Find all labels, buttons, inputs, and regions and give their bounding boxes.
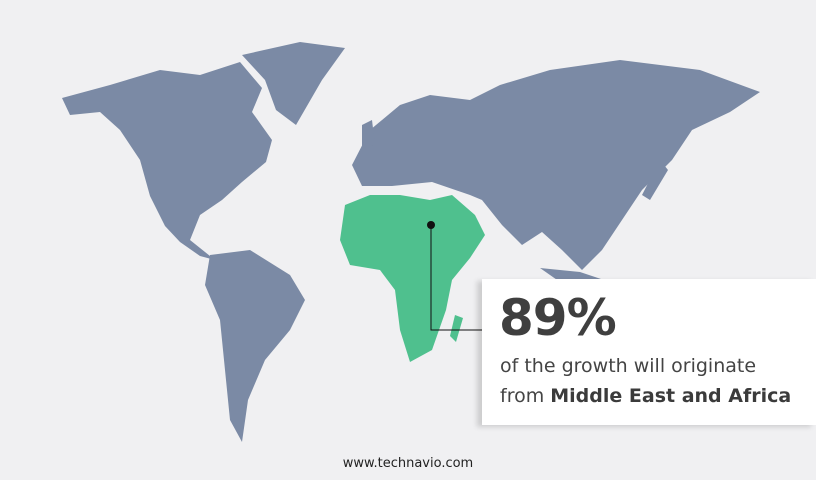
leader-line [430,225,482,331]
footer-url: www.technavio.com [342,456,474,471]
japan [642,160,668,200]
south-america [205,250,305,442]
greenland [242,42,345,125]
callout-card: 89% of the growth will originate from Mi… [482,279,816,425]
north-america [62,62,272,260]
callout-region: Middle East and Africa [550,385,792,407]
callout-text: of the growth will originate [500,355,757,377]
growth-percentage: 89% [499,289,617,347]
madagascar [450,315,463,342]
callout-region-line: from Middle East and Africa [500,385,791,407]
callout-prefix: from [500,385,545,407]
eurasia [352,60,760,270]
uk [362,120,375,148]
leader-dot [427,221,435,229]
africa-middle-east [340,195,485,362]
